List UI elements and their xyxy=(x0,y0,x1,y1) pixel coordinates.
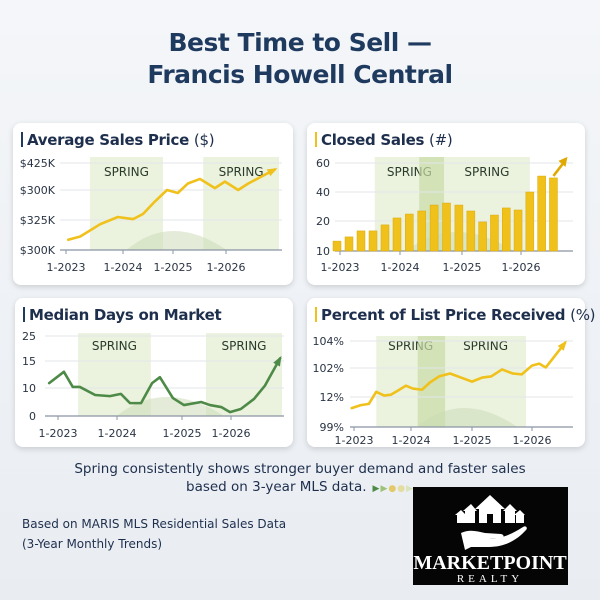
page-title-line2: Francis Howell Central xyxy=(147,60,453,89)
panel-title: Average Sales Price ($) xyxy=(21,131,215,149)
panel-closed-sales: Closed Sales (#) xyxy=(307,123,585,285)
logo-subtext: REALTY xyxy=(457,573,523,585)
panel-average-sales-price: Average Sales Price ($) xyxy=(13,123,293,285)
page-title-line1: Best Time to Sell — xyxy=(168,28,432,57)
source-line2: (3-Year Monthly Trends) xyxy=(22,537,163,551)
panel-title: Median Days on Market xyxy=(23,306,222,324)
panel-median-days-on-market: Median Days on Market xyxy=(15,298,293,447)
panel-title: Percent of List Price Received (%) xyxy=(315,306,596,324)
source-line1: Based on MARIS MLS Residential Sales Dat… xyxy=(22,517,287,531)
hand-holding-houses-icon: MARKETPOINT REALTY xyxy=(413,495,567,585)
logo-wordmark: MARKETPOINT xyxy=(413,552,567,574)
panel-percent-list-price: Percent of List Price Received (%) xyxy=(307,298,596,447)
marketpoint-logo: MARKETPOINT REALTY xyxy=(413,487,568,585)
progress-dots-icon: ▶▶●●▶ xyxy=(372,484,414,494)
panel-title: Closed Sales (#) xyxy=(315,131,453,149)
caption-line1: Spring consistently shows stronger buyer… xyxy=(74,461,526,477)
caption-line2: based on 3-year MLS data. ▶▶●●▶ xyxy=(186,479,414,495)
